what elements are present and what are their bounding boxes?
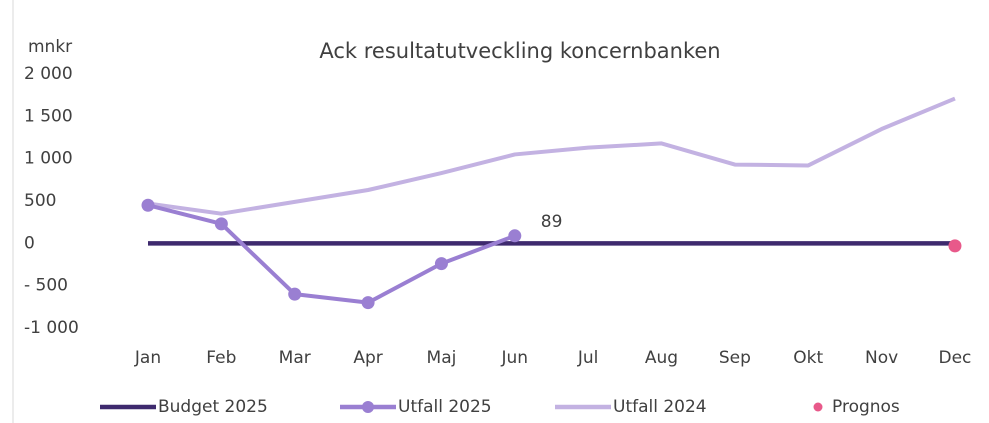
legend-label: Budget 2025 — [158, 397, 268, 417]
legend-marker — [362, 401, 374, 413]
legend-label: Prognos — [832, 397, 900, 417]
y-tick-label: - 500 — [24, 276, 68, 296]
data-point — [948, 239, 962, 253]
data-point — [361, 296, 375, 310]
data-point — [508, 229, 522, 243]
legend-label: Utfall 2024 — [613, 397, 707, 417]
x-tick-label: Jan — [134, 348, 161, 368]
x-tick-label: Jun — [501, 348, 529, 368]
x-tick-label: Jul — [577, 348, 599, 368]
x-tick-label: Nov — [865, 348, 898, 368]
chart-title: Ack resultatutveckling koncernbanken — [319, 39, 720, 63]
legend-marker — [813, 402, 823, 412]
data-label: 89 — [541, 212, 563, 232]
series-line — [147, 96, 956, 216]
x-tick-label: Dec — [939, 348, 972, 368]
x-tick-label: Aug — [645, 348, 678, 368]
y-tick-label: 1 500 — [24, 106, 73, 126]
y-tick-label: 500 — [24, 191, 56, 211]
data-point — [214, 217, 228, 231]
legend-label: Utfall 2025 — [398, 397, 492, 417]
data-point — [288, 287, 302, 301]
series-line — [147, 203, 516, 305]
y-tick-label: 2 000 — [24, 64, 73, 84]
data-point — [141, 198, 155, 212]
y-tick-label: 0 — [24, 233, 35, 253]
y-axis-label: mnkr — [28, 37, 72, 57]
x-tick-label: Sep — [719, 348, 751, 368]
y-tick-label: 1 000 — [24, 149, 73, 169]
x-tick-label: Okt — [793, 348, 823, 368]
x-tick-label: Mar — [279, 348, 311, 368]
x-tick-label: Maj — [427, 348, 457, 368]
x-tick-label: Apr — [353, 348, 382, 368]
x-tick-label: Feb — [206, 348, 236, 368]
y-tick-label: -1 000 — [24, 318, 79, 338]
data-point — [434, 257, 448, 271]
